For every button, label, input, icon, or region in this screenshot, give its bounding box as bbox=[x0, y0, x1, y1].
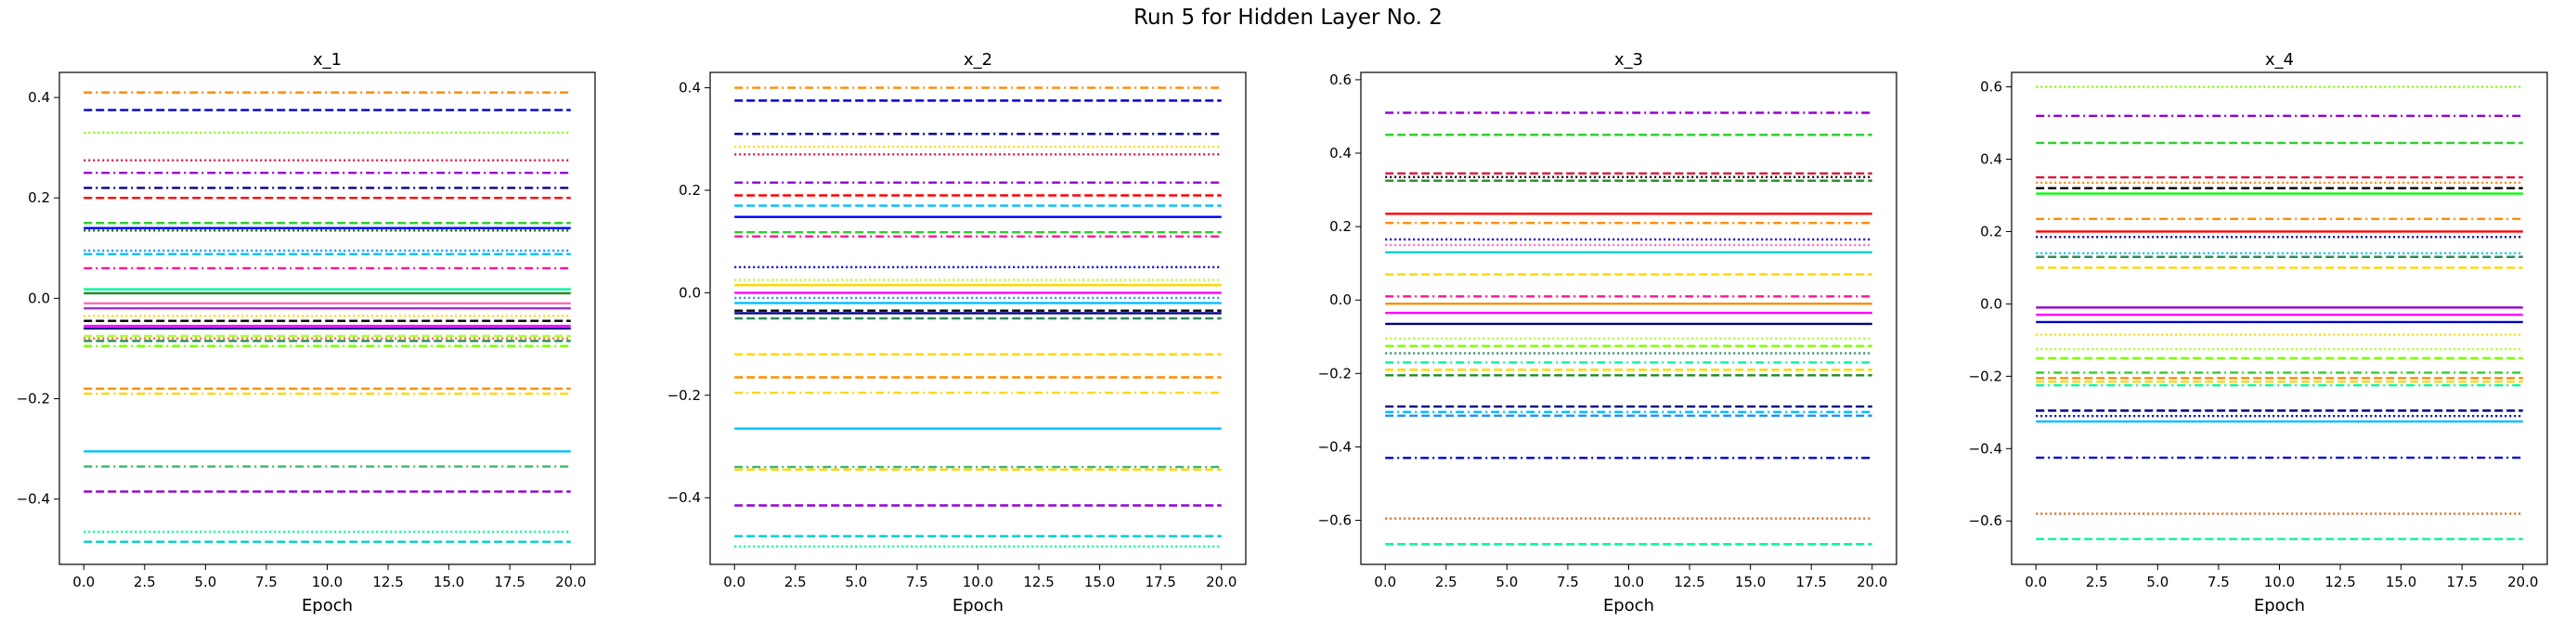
x-axis-label-1: Epoch bbox=[302, 596, 353, 615]
x-tick-label-3-9: 20.0 bbox=[1857, 574, 1887, 590]
x-tick-label-2-7: 15.0 bbox=[1084, 574, 1115, 590]
x-tick-label-4-5: 10.0 bbox=[2264, 574, 2295, 590]
x-tick-label-2-4: 7.5 bbox=[906, 574, 928, 590]
subplot-title-2: x_2 bbox=[964, 50, 992, 70]
y-tick-label-1-5: 0.4 bbox=[28, 89, 50, 106]
y-tick-label-2-4: 0.2 bbox=[679, 182, 701, 199]
subplot-title-4: x_4 bbox=[2265, 50, 2294, 70]
x-tick-label-3-5: 10.0 bbox=[1613, 574, 1644, 590]
y-tick-label-2-1: −0.4 bbox=[667, 489, 701, 506]
x-tick-label-4-1: 0.0 bbox=[2025, 574, 2047, 590]
x-tick-label-2-5: 10.0 bbox=[963, 574, 993, 590]
y-tick-label-1-3: 0.0 bbox=[28, 290, 50, 306]
x-tick-label-1-7: 15.0 bbox=[434, 574, 464, 590]
x-tick-label-2-6: 12.5 bbox=[1023, 574, 1054, 590]
x-tick-label-4-4: 7.5 bbox=[2207, 574, 2230, 590]
y-tick-label-3-6: 0.4 bbox=[1329, 145, 1352, 162]
x-tick-label-2-2: 2.5 bbox=[784, 574, 807, 590]
y-tick-label-4-3: −0.2 bbox=[1969, 368, 2002, 384]
x-tick-label-1-1: 0.0 bbox=[72, 574, 95, 590]
y-tick-label-4-4: 0.0 bbox=[1980, 295, 2002, 312]
x-tick-label-3-8: 17.5 bbox=[1796, 574, 1827, 590]
x-tick-label-1-8: 17.5 bbox=[495, 574, 525, 590]
axes-frame-4 bbox=[2011, 71, 2548, 565]
x-tick-label-3-6: 12.5 bbox=[1674, 574, 1704, 590]
x-tick-label-2-9: 20.0 bbox=[1206, 574, 1236, 590]
y-tick-label-3-1: −0.6 bbox=[1318, 512, 1352, 529]
x-axis-label-2: Epoch bbox=[952, 596, 1003, 615]
x-axis-label-3: Epoch bbox=[1603, 596, 1654, 615]
y-tick-label-2-3: 0.0 bbox=[679, 284, 701, 301]
y-tick-label-3-5: 0.2 bbox=[1329, 218, 1352, 235]
y-tick-label-3-4: 0.0 bbox=[1329, 291, 1352, 308]
x-tick-label-4-8: 17.5 bbox=[2447, 574, 2478, 590]
subplot-title-1: x_1 bbox=[313, 50, 342, 70]
x-tick-label-2-3: 5.0 bbox=[845, 574, 867, 590]
x-tick-label-1-6: 12.5 bbox=[372, 574, 403, 590]
x-tick-label-1-4: 7.5 bbox=[255, 574, 278, 590]
y-tick-label-4-6: 0.4 bbox=[1980, 151, 2002, 168]
y-tick-label-2-2: −0.2 bbox=[667, 387, 701, 404]
figure-title: Run 5 for Hidden Layer No. 2 bbox=[1133, 6, 1443, 30]
x-tick-label-2-1: 0.0 bbox=[723, 574, 745, 590]
x-tick-label-4-3: 5.0 bbox=[2146, 574, 2168, 590]
x-tick-label-4-7: 15.0 bbox=[2386, 574, 2416, 590]
x-tick-label-3-7: 15.0 bbox=[1735, 574, 1766, 590]
x-axis-label-4: Epoch bbox=[2254, 596, 2305, 615]
x-tick-label-1-5: 10.0 bbox=[312, 574, 343, 590]
axes-frame-3 bbox=[1360, 71, 1897, 565]
y-tick-label-4-1: −0.6 bbox=[1969, 512, 2002, 529]
x-tick-label-4-2: 2.5 bbox=[2086, 574, 2108, 590]
y-tick-label-1-2: −0.2 bbox=[17, 391, 50, 408]
x-tick-label-1-9: 20.0 bbox=[555, 574, 586, 590]
y-tick-label-3-7: 0.6 bbox=[1329, 71, 1352, 88]
x-tick-label-4-6: 12.5 bbox=[2324, 574, 2355, 590]
y-tick-label-1-1: −0.4 bbox=[17, 491, 50, 508]
x-tick-label-3-3: 5.0 bbox=[1495, 574, 1518, 590]
y-tick-label-4-2: −0.4 bbox=[1969, 440, 2002, 457]
x-tick-label-2-8: 17.5 bbox=[1146, 574, 1176, 590]
x-tick-label-3-2: 2.5 bbox=[1435, 574, 1457, 590]
x-tick-label-3-1: 0.0 bbox=[1374, 574, 1396, 590]
y-tick-label-4-5: 0.2 bbox=[1980, 223, 2002, 239]
x-tick-label-4-9: 20.0 bbox=[2507, 574, 2538, 590]
y-tick-label-1-4: 0.2 bbox=[28, 189, 50, 206]
x-tick-label-1-3: 5.0 bbox=[194, 574, 216, 590]
y-tick-label-4-7: 0.6 bbox=[1980, 79, 2002, 96]
x-tick-label-1-2: 2.5 bbox=[134, 574, 156, 590]
x-tick-label-3-4: 7.5 bbox=[1557, 574, 1579, 590]
y-tick-label-2-5: 0.4 bbox=[679, 80, 701, 97]
subplot-title-3: x_3 bbox=[1614, 50, 1643, 70]
y-tick-label-3-3: −0.2 bbox=[1318, 365, 1352, 382]
y-tick-label-3-2: −0.4 bbox=[1318, 438, 1352, 455]
